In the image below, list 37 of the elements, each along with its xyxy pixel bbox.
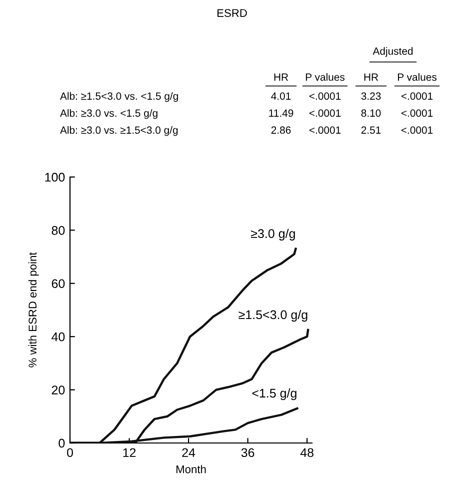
y-axis-title: % with ESRD end point	[28, 252, 39, 368]
y-tick-label: 80	[52, 226, 65, 235]
text: <.0001	[309, 126, 341, 134]
series-label: ≥3.0 g/g	[251, 228, 295, 240]
text: P values	[306, 73, 345, 81]
x-tick-label: 24	[182, 448, 196, 457]
text: <.0001	[401, 92, 433, 100]
chart-title: ESRD	[217, 9, 247, 17]
x-tick-label: 48	[300, 448, 314, 458]
text: <.0001	[309, 109, 341, 117]
y-tick-label: 20	[52, 386, 65, 394]
y-tick-label: 40	[52, 332, 65, 342]
series-label: <1.5 g/g	[252, 388, 296, 400]
y-tick-label: 60	[52, 279, 65, 288]
text: Alb: ≥3.0 vs. ≥1.5<3.0 g/g	[60, 126, 178, 136]
text: 4.01	[271, 92, 291, 100]
text: 8.10	[361, 109, 381, 117]
x-tick-label: 12	[123, 448, 136, 457]
text: <.0001	[401, 126, 433, 134]
y-tick-label: 100	[45, 172, 65, 182]
text: Adjusted	[372, 47, 413, 57]
text: Alb: ≥1.5<3.0 vs. <1.5 g/g	[60, 92, 178, 102]
x-axis-title: Month	[176, 465, 206, 474]
text: 11.49	[269, 109, 294, 117]
text: 2.86	[271, 126, 291, 134]
text: <.0001	[401, 109, 433, 117]
text: Alb: ≥3.0 vs. <1.5 g/g	[60, 109, 158, 119]
series-label: ≥1.5<3.0 g/g	[238, 310, 308, 322]
y-tick-label: 0	[58, 438, 65, 448]
x-tick-label: 36	[241, 448, 254, 458]
text: HR	[364, 74, 378, 81]
x-tick-label: 0	[67, 448, 73, 458]
text: 2.51	[361, 126, 381, 134]
text: HR	[274, 74, 288, 81]
text: P values	[398, 73, 437, 81]
text: <.0001	[309, 92, 341, 100]
text: 3.23	[361, 92, 381, 100]
